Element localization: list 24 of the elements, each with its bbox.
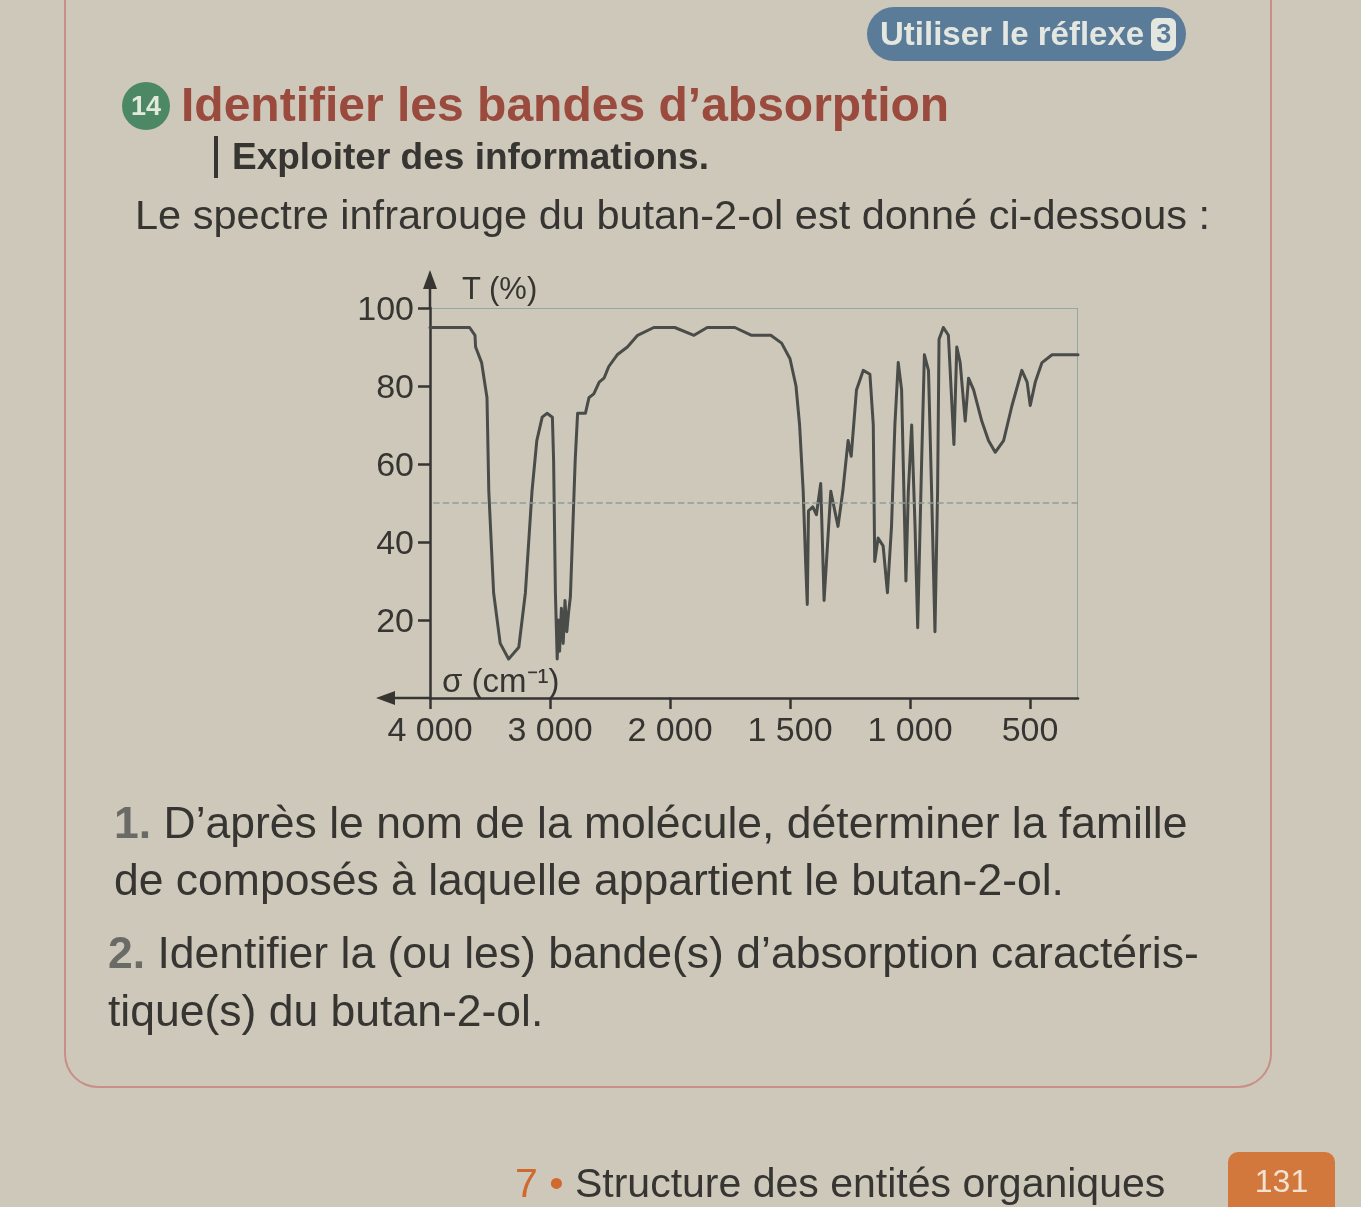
y-tick-label: 80 — [376, 367, 414, 405]
y-tick-label: 40 — [376, 523, 414, 561]
y-tick-label: 20 — [376, 601, 414, 639]
chart-title: Identifier les bandes d’absorption — [181, 77, 950, 133]
y-tick-label: 100 — [357, 289, 414, 327]
y-axis-title: T (%) — [462, 270, 538, 306]
text: 7 • — [515, 1160, 564, 1206]
x-tick-label: 3 000 — [507, 710, 593, 748]
chart-subtitle: Exploiter des informations. — [214, 136, 709, 178]
number-box: 3 — [1151, 17, 1177, 51]
text: Structure des entités organiques — [574, 1160, 1166, 1206]
x-tick-label: 500 — [1001, 710, 1059, 748]
text: 2. — [108, 928, 146, 977]
x-tick-label: 4 000 — [387, 710, 473, 748]
y-tick-label: 60 — [376, 445, 414, 483]
x-tick-label: 1 500 — [747, 710, 833, 748]
x-axis-title: σ (cm⁻¹) — [442, 662, 560, 699]
number-badge: 14 — [122, 82, 170, 130]
pill-badge: Utiliser le réflexe 3 — [867, 7, 1187, 61]
x-tick-label: 2 000 — [627, 710, 713, 748]
page-number-badge: 131 — [1228, 1152, 1335, 1207]
text: 1. — [114, 798, 152, 847]
text: Le spectre infrarouge du butan-2-ol est donné ci-dessous : — [135, 190, 1211, 240]
x-tick-label: 1 000 — [867, 710, 953, 748]
